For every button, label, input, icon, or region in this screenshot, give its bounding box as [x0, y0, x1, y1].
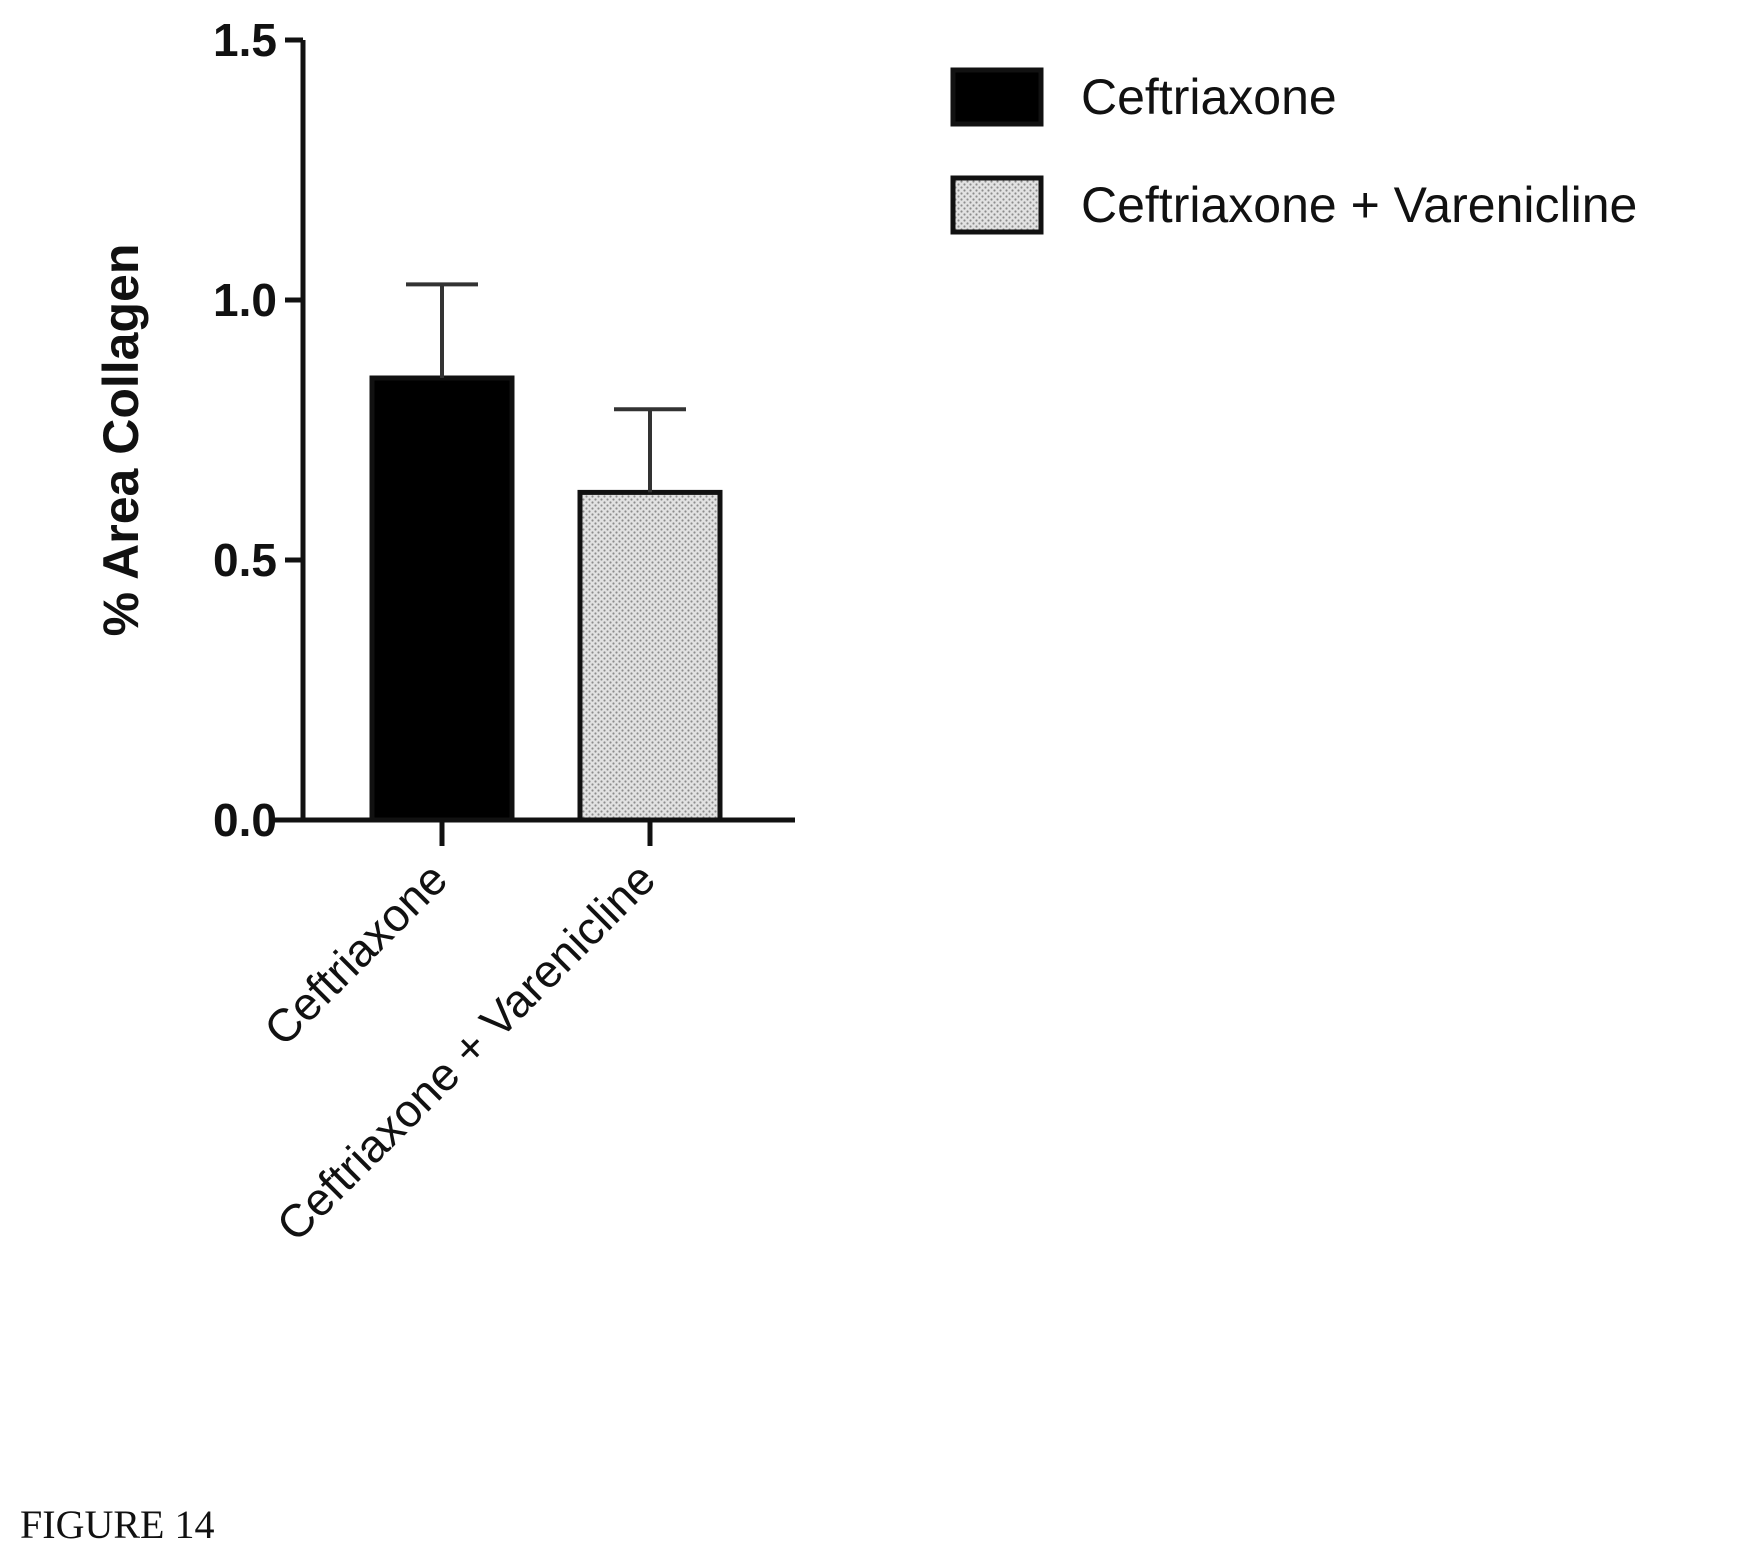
legend-label: Ceftriaxone + Varenicline [1081, 177, 1637, 233]
legend: Ceftriaxone Ceftriaxone + Varenicline [950, 67, 1637, 235]
y-axis-title: % Area Collagen [93, 244, 149, 637]
figure-caption: FIGURE 14 [20, 1502, 214, 1547]
y-ticks: 0.0 0.5 1.0 1.5 [213, 14, 303, 846]
bar [369, 375, 515, 823]
y-tick-label: 1.0 [213, 274, 277, 326]
bar [577, 489, 723, 823]
y-tick-label: 1.5 [213, 14, 277, 66]
legend-swatch [950, 175, 1044, 235]
legend-label: Ceftriaxone [1081, 69, 1337, 125]
x-category-label: Ceftriaxone + Varenicline [266, 852, 665, 1251]
legend-swatch [950, 67, 1044, 127]
y-tick-label: 0.0 [213, 794, 277, 846]
bars [369, 375, 723, 823]
x-category-label: Ceftriaxone [254, 852, 457, 1055]
axes [273, 40, 795, 823]
error-bars [406, 282, 686, 493]
y-tick-label: 0.5 [213, 534, 277, 586]
